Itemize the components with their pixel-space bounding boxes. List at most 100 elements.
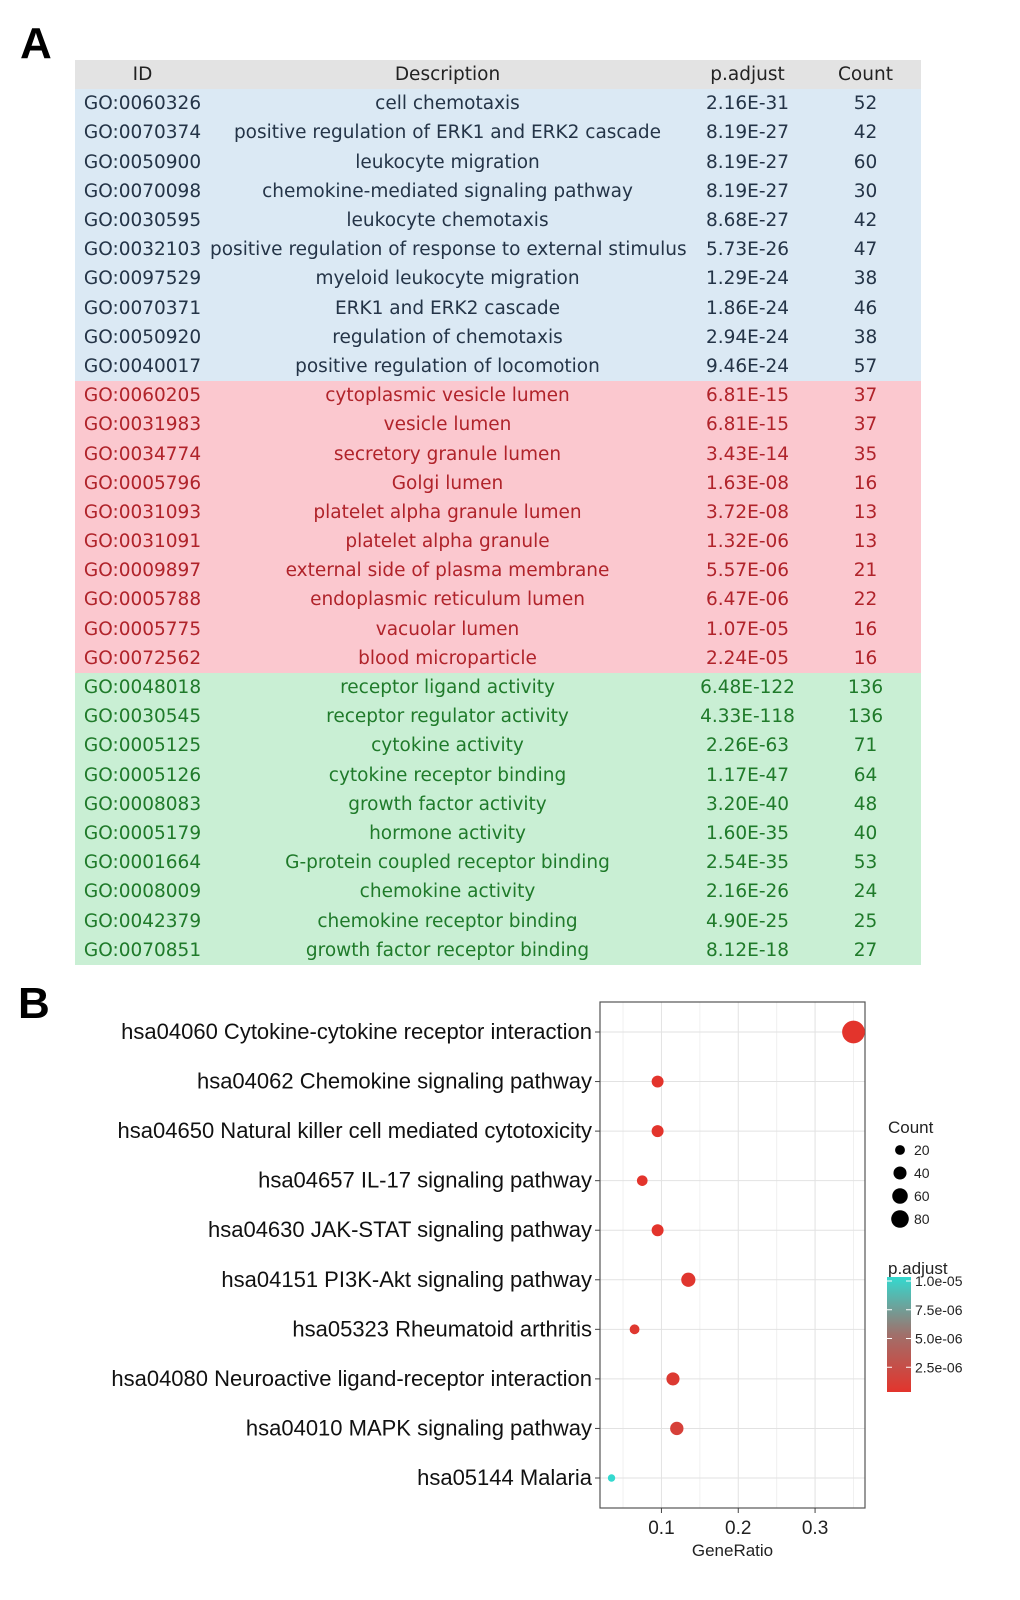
cell-go-id: GO:0060326 xyxy=(83,93,202,115)
cell-go-id: GO:0005179 xyxy=(83,822,202,844)
cell-description: cytoplasmic vesicle lumen xyxy=(325,385,570,407)
cell-count: 24 xyxy=(853,881,878,903)
cell-go-id: GO:0072562 xyxy=(83,647,202,669)
cell-go-id: GO:0030595 xyxy=(83,210,202,232)
cell-description: positive regulation of locomotion xyxy=(295,355,600,377)
cell-p-adjust: 5.57E-06 xyxy=(705,560,790,582)
cell-go-id: GO:0042379 xyxy=(83,910,202,932)
table-row: GO:0040017 positive regulation of locomot… xyxy=(75,351,921,382)
table-row: GO:0070371 ERK1 and ERK2 cascade 1.86E-24 4… xyxy=(75,293,921,323)
table-row: GO:0009897 external side of plasma membra… xyxy=(75,556,921,586)
table-row: GO:0008009 chemokine activity 2.16E-26 24 xyxy=(75,877,921,907)
cell-p-adjust: 4.90E-25 xyxy=(705,910,790,932)
cell-go-id: GO:0032103 xyxy=(83,239,202,261)
cell-count: 42 xyxy=(853,122,878,144)
cell-p-adjust: 6.81E-15 xyxy=(705,414,790,436)
table-row: GO:0031983 vesicle lumen 6.81E-15 37 xyxy=(75,410,921,440)
panel-b-label: B xyxy=(18,979,50,1028)
cell-description: leukocyte chemotaxis xyxy=(346,210,549,232)
y-tick-label: hsa04060 Cytokine-cytokine receptor inte… xyxy=(121,1019,592,1044)
data-point xyxy=(636,1175,648,1186)
cell-description: receptor regulator activity xyxy=(326,706,569,728)
table-row: GO:0097529 myeloid leukocyte migration 1.2… xyxy=(75,264,921,294)
cell-p-adjust: 1.86E-24 xyxy=(705,297,790,319)
x-tick-label: 0.2 xyxy=(725,1518,751,1539)
kegg-dot-plot: hsa04060 Cytokine-cytokine receptor inte… xyxy=(111,1001,963,1560)
y-tick-label: hsa05144 Malaria xyxy=(417,1465,593,1490)
cell-go-id: GO:0031091 xyxy=(83,531,202,553)
cell-count: 37 xyxy=(853,385,878,407)
cell-go-id: GO:0031983 xyxy=(83,414,202,436)
table-row: GO:0070851 growth factor receptor binding… xyxy=(75,935,921,965)
color-legend-bar xyxy=(887,1277,911,1392)
cell-p-adjust: 8.19E-27 xyxy=(705,122,790,144)
cell-go-id: GO:0030545 xyxy=(83,706,202,728)
cell-go-id: GO:0005126 xyxy=(83,764,202,786)
cell-go-id: GO:0048018 xyxy=(83,677,202,699)
cell-p-adjust: 1.17E-47 xyxy=(705,764,790,786)
size-legend-label: 80 xyxy=(914,1211,930,1227)
data-point xyxy=(607,1474,616,1482)
header-p-adjust: p.adjust xyxy=(710,64,785,86)
cell-p-adjust: 8.68E-27 xyxy=(705,210,790,232)
cell-description: vesicle lumen xyxy=(383,414,512,436)
cell-description: secretory granule lumen xyxy=(333,443,562,465)
size-legend-dot xyxy=(895,1145,905,1155)
cell-p-adjust: 2.24E-05 xyxy=(705,647,790,669)
cell-count: 48 xyxy=(853,793,878,815)
size-legend-dot xyxy=(893,1166,907,1180)
table-row: GO:0005126 cytokine receptor binding 1.17E… xyxy=(75,760,921,790)
color-legend-label: 1.0e-05 xyxy=(915,1273,963,1289)
go-enrichment-table: ID Description p.adjust Count GO:0060326… xyxy=(75,60,921,965)
y-tick-label: hsa04062 Chemokine signaling pathway xyxy=(197,1069,592,1094)
cell-count: 27 xyxy=(853,939,878,961)
cell-description: chemokine receptor binding xyxy=(317,910,578,932)
cell-go-id: GO:0050900 xyxy=(83,151,202,173)
table-row: GO:0030545 receptor regulator activity 4.3… xyxy=(75,702,921,732)
table-header-row: ID Description p.adjust Count xyxy=(75,60,921,90)
cell-count: 13 xyxy=(853,501,878,523)
cell-count: 71 xyxy=(853,735,878,757)
cell-count: 22 xyxy=(853,589,878,611)
cell-p-adjust: 8.19E-27 xyxy=(705,180,790,202)
size-legend-label: 20 xyxy=(914,1142,930,1158)
size-legend-label: 40 xyxy=(914,1165,930,1181)
cell-description: myeloid leukocyte migration xyxy=(315,268,580,290)
cell-p-adjust: 1.63E-08 xyxy=(705,472,790,494)
size-legend-dot xyxy=(891,1210,909,1228)
plot-background xyxy=(600,1002,865,1508)
table-row: GO:0048018 receptor ligand activity 6.48E-… xyxy=(75,672,921,703)
table-row: GO:0001664 G-protein coupled receptor bin… xyxy=(75,848,921,878)
cell-count: 53 xyxy=(853,852,878,874)
cell-p-adjust: 8.12E-18 xyxy=(705,939,790,961)
cell-p-adjust: 9.46E-24 xyxy=(705,355,790,377)
cell-p-adjust: 1.29E-24 xyxy=(705,268,790,290)
cell-p-adjust: 2.16E-26 xyxy=(705,881,790,903)
cell-description: hormone activity xyxy=(369,822,526,844)
cell-p-adjust: 1.32E-06 xyxy=(705,531,790,553)
y-tick-label: hsa04151 PI3K-Akt signaling pathway xyxy=(221,1267,592,1292)
cell-description: receptor ligand activity xyxy=(340,677,555,699)
cell-go-id: GO:0005775 xyxy=(83,618,202,640)
cell-go-id: GO:0040017 xyxy=(83,355,202,377)
cell-count: 38 xyxy=(853,326,878,348)
cell-description: ERK1 and ERK2 cascade xyxy=(334,297,561,319)
cell-p-adjust: 6.48E-122 xyxy=(700,677,795,699)
cell-count: 40 xyxy=(853,822,878,844)
cell-count: 25 xyxy=(853,910,878,932)
cell-description: positive regulation of ERK1 and ERK2 cas… xyxy=(233,122,662,144)
cell-go-id: GO:0034774 xyxy=(83,443,202,465)
color-legend-label: 7.5e-06 xyxy=(915,1302,963,1318)
color-legend-label: 5.0e-06 xyxy=(915,1331,963,1347)
y-tick-label: hsa04657 IL-17 signaling pathway xyxy=(258,1168,592,1193)
x-axis-label: GeneRatio xyxy=(692,1541,773,1560)
color-legend-label: 2.5e-06 xyxy=(915,1359,963,1375)
cell-description: positive regulation of response to exter… xyxy=(210,239,687,261)
x-tick-label: 0.3 xyxy=(802,1518,828,1539)
cell-count: 16 xyxy=(853,618,878,640)
cell-description: regulation of chemotaxis xyxy=(332,326,563,348)
cell-count: 21 xyxy=(853,560,878,582)
cell-description: cytokine receptor binding xyxy=(328,764,567,786)
cell-go-id: GO:0070098 xyxy=(83,180,202,202)
cell-go-id: GO:0070371 xyxy=(83,297,202,319)
